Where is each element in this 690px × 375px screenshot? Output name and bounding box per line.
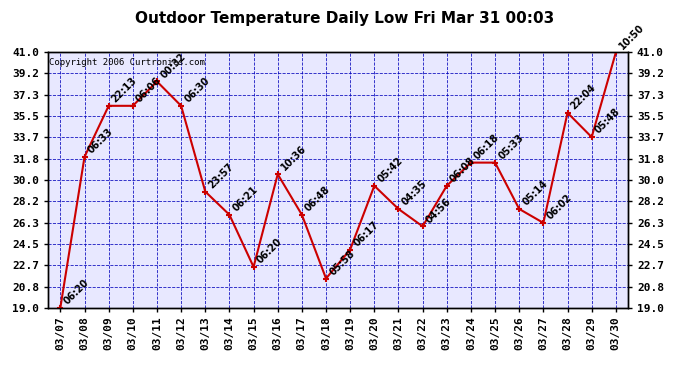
Text: 05:42: 05:42 [376, 155, 405, 184]
Text: 05:33: 05:33 [497, 132, 526, 161]
Text: Copyright 2006 Curtronics.com: Copyright 2006 Curtronics.com [50, 58, 206, 67]
Text: 06:20: 06:20 [255, 237, 284, 266]
Text: 05:48: 05:48 [593, 106, 622, 136]
Text: 23:57: 23:57 [207, 161, 236, 190]
Text: 10:36: 10:36 [279, 144, 308, 173]
Text: 06:33: 06:33 [86, 126, 115, 155]
Text: 05:58: 05:58 [328, 248, 357, 277]
Text: 06:20: 06:20 [62, 277, 91, 306]
Text: 22:04: 22:04 [569, 82, 598, 111]
Text: 06:17: 06:17 [352, 219, 381, 248]
Text: 04:56: 04:56 [424, 196, 453, 225]
Text: 04:35: 04:35 [400, 178, 429, 208]
Text: 06:30: 06:30 [183, 75, 212, 104]
Text: 06:06: 06:06 [135, 75, 164, 104]
Text: 06:18: 06:18 [473, 132, 502, 161]
Text: 06:08: 06:08 [448, 155, 477, 184]
Text: 06:02: 06:02 [545, 192, 574, 222]
Text: 06:21: 06:21 [231, 184, 260, 213]
Text: 10:50: 10:50 [618, 22, 647, 51]
Text: 06:48: 06:48 [304, 184, 333, 213]
Text: Outdoor Temperature Daily Low Fri Mar 31 00:03: Outdoor Temperature Daily Low Fri Mar 31… [135, 11, 555, 26]
Text: 22:13: 22:13 [110, 75, 139, 104]
Text: 05:14: 05:14 [521, 178, 550, 208]
Text: 00:32: 00:32 [159, 51, 188, 80]
